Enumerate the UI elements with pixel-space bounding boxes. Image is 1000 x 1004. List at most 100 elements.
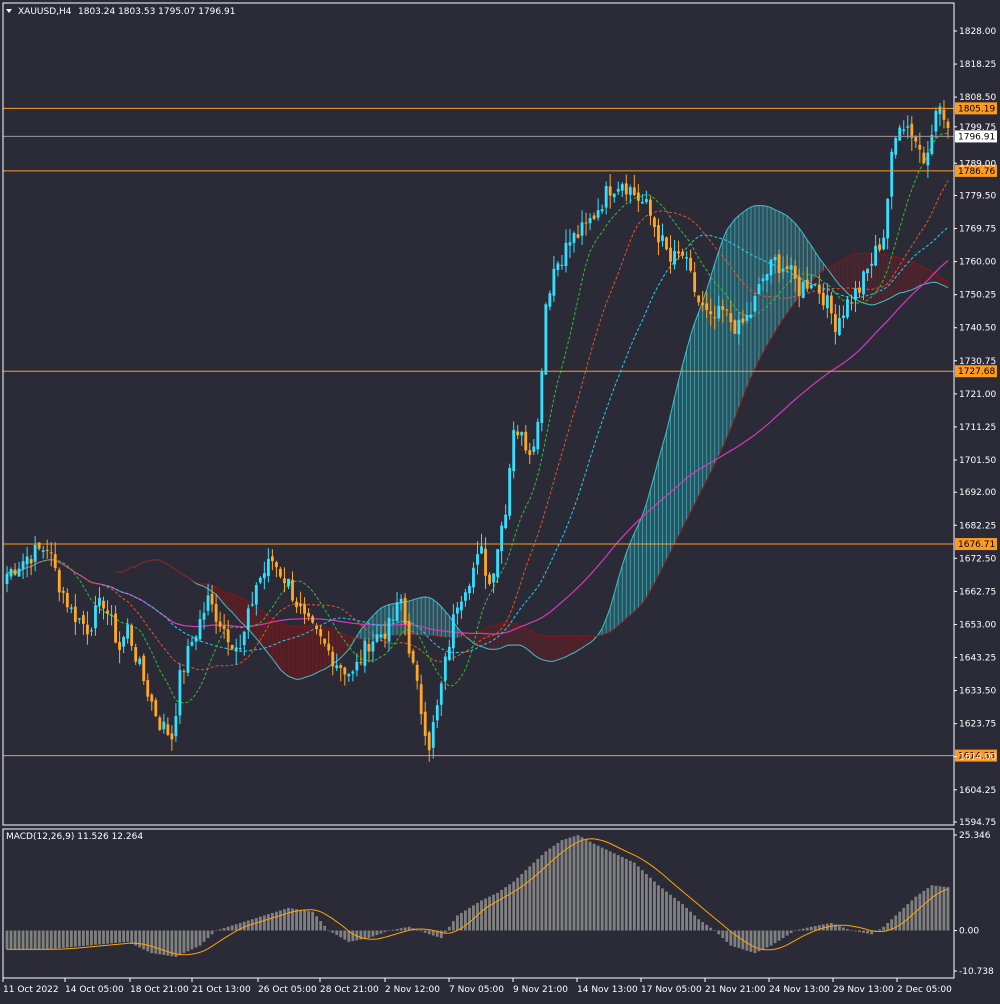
- candle-body: [516, 431, 520, 436]
- macd-hist-bar: [926, 888, 930, 931]
- x-tick-label: 29 Nov 13:00: [833, 985, 894, 995]
- macd-hist-bar: [484, 898, 487, 931]
- ohlc-label: 1803.24 1803.53 1795.07 1796.91: [78, 7, 235, 17]
- kumo-cloud-segment: [509, 622, 514, 646]
- kumo-cloud-segment: [216, 587, 221, 600]
- ma200-line: [6, 260, 949, 635]
- kumo-cloud-segment: [767, 206, 772, 346]
- macd-hist-bar: [576, 835, 580, 931]
- candle-body: [275, 562, 278, 568]
- kumo-cloud-segment: [485, 626, 490, 650]
- kumo-cloud-segment: [919, 265, 924, 286]
- macd-hist-bar: [520, 873, 524, 931]
- macd-hist-bar: [934, 885, 938, 931]
- macd-hist-bar: [174, 930, 178, 957]
- candle-body: [648, 199, 652, 216]
- macd-hist-bar: [90, 930, 93, 946]
- y-tick-label: 1760.00: [959, 258, 996, 268]
- candle-body: [315, 625, 319, 629]
- macd-hist-bar: [866, 930, 869, 934]
- kumo-cloud-segment: [525, 628, 530, 652]
- kumo-cloud-segment: [280, 623, 285, 674]
- candle-body: [86, 624, 89, 635]
- macd-hist-bar: [757, 930, 761, 952]
- x-tick-label: 2 Dec 05:00: [897, 985, 952, 995]
- macd-hist-bar: [57, 930, 61, 949]
- macd-hist-bar: [524, 870, 528, 931]
- macd-y-tick-label: 25.346: [959, 831, 991, 841]
- candle-body: [536, 421, 540, 450]
- candle-body: [61, 590, 65, 593]
- candle-body: [600, 209, 604, 212]
- candle-body: [222, 625, 226, 629]
- macd-hist-bar: [202, 930, 206, 942]
- macd-hist-bar: [564, 838, 568, 931]
- macd-hist-bar: [106, 930, 109, 944]
- y-tick-label: 1740.50: [959, 324, 996, 334]
- kumo-cloud-segment: [803, 233, 808, 292]
- candle-body: [866, 268, 869, 274]
- y-tick-label: 1623.75: [959, 720, 996, 730]
- macd-hist-bar: [29, 930, 33, 950]
- kumo-cloud-segment: [228, 592, 233, 613]
- candle-body: [214, 604, 218, 622]
- macd-hist-bar: [275, 911, 278, 931]
- kumo-cloud-segment: [750, 205, 755, 379]
- candle-body: [657, 225, 660, 243]
- macd-hist-bar: [854, 930, 857, 932]
- kumo-cloud-segment: [541, 635, 546, 661]
- kumo-cloud-segment: [300, 626, 305, 680]
- macd-y-tick-label: 0.00: [959, 927, 979, 937]
- macd-hist-bar: [110, 930, 113, 944]
- candle-body: [781, 268, 785, 272]
- macd-hist-bar: [894, 915, 898, 931]
- y-tick-label: 1799.75: [959, 123, 996, 133]
- dropdown-triangle-icon[interactable]: [6, 9, 12, 13]
- x-tick-label: 24 Nov 13:00: [769, 985, 830, 995]
- macd-hist-bar: [254, 917, 258, 931]
- kumo-cloud-segment: [883, 254, 888, 302]
- macd-hist-bar: [717, 930, 721, 935]
- candle-body: [942, 109, 946, 120]
- candle-body: [745, 315, 749, 321]
- candle-body: [837, 318, 841, 335]
- candle-body: [194, 636, 198, 642]
- candle-body: [500, 525, 504, 551]
- macd-hist-bar: [500, 890, 504, 931]
- kumo-cloud-segment: [517, 624, 522, 646]
- y-tick-label: 1828.00: [959, 27, 996, 37]
- macd-hist-bar: [681, 904, 684, 931]
- macd-hist-bar: [516, 877, 520, 931]
- candle-body: [395, 602, 399, 622]
- candle-body: [713, 317, 717, 319]
- candle-body: [65, 592, 69, 608]
- macd-hist-bar: [476, 902, 479, 931]
- candle-body: [118, 642, 122, 650]
- macd-hist-bar: [439, 930, 443, 939]
- macd-hist-bar: [81, 930, 85, 946]
- candle-body: [488, 574, 491, 584]
- candle-body: [793, 265, 797, 279]
- macd-hist-bar: [657, 885, 660, 931]
- candle-body: [190, 642, 194, 646]
- candle-body: [813, 283, 817, 285]
- candle-body: [415, 664, 419, 681]
- macd-hist-bar: [431, 930, 435, 936]
- kumo-cloud-segment: [268, 615, 273, 659]
- macd-hist-bar: [13, 930, 17, 950]
- y-tick-label: 1682.25: [959, 521, 996, 531]
- kumo-cloud-segment: [746, 207, 751, 388]
- macd-hist-bar: [661, 888, 664, 931]
- macd-hist-bar: [166, 930, 170, 956]
- macd-hist-bar: [162, 930, 166, 956]
- kumo-cloud-segment: [622, 553, 627, 623]
- kumo-cloud-segment: [545, 636, 550, 662]
- macd-hist-bar: [118, 930, 122, 943]
- y-tick-label: 1818.25: [959, 60, 996, 70]
- candle-body: [17, 568, 21, 577]
- macd-hist-bar: [480, 900, 483, 931]
- candle-body: [677, 251, 680, 254]
